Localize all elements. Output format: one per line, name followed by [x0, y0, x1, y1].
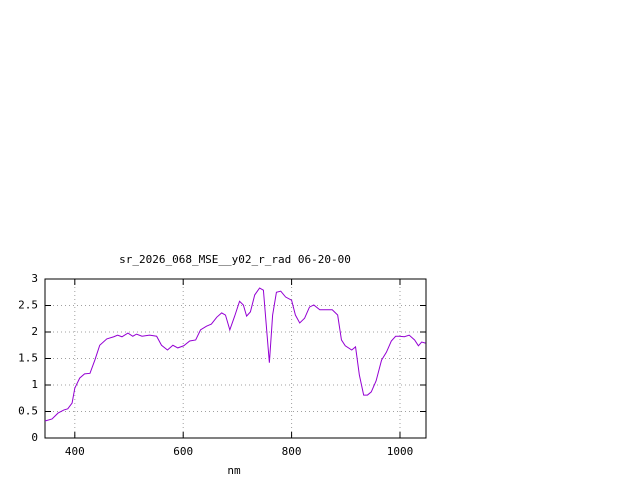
x-tick-label: 800 [282, 445, 302, 458]
x-axis-label: nm [227, 464, 241, 477]
y-tick-label: 0.5 [18, 405, 38, 418]
y-tick-label: 0 [31, 431, 38, 444]
x-tick-label: 400 [65, 445, 85, 458]
y-tick-label: 1 [31, 378, 38, 391]
y-tick-label: 1.5 [18, 352, 38, 365]
y-tick-label: 3 [31, 272, 38, 285]
y-tick-label: 2 [31, 325, 38, 338]
data-line [44, 287, 426, 422]
x-tick-label: 1000 [387, 445, 414, 458]
y-tick-label: 2.5 [18, 299, 38, 312]
plot-border [44, 278, 427, 439]
chart-title: sr_2026_068_MSE__y02_r_rad 06-20-00 [119, 253, 351, 266]
x-tick-label: 600 [173, 445, 193, 458]
